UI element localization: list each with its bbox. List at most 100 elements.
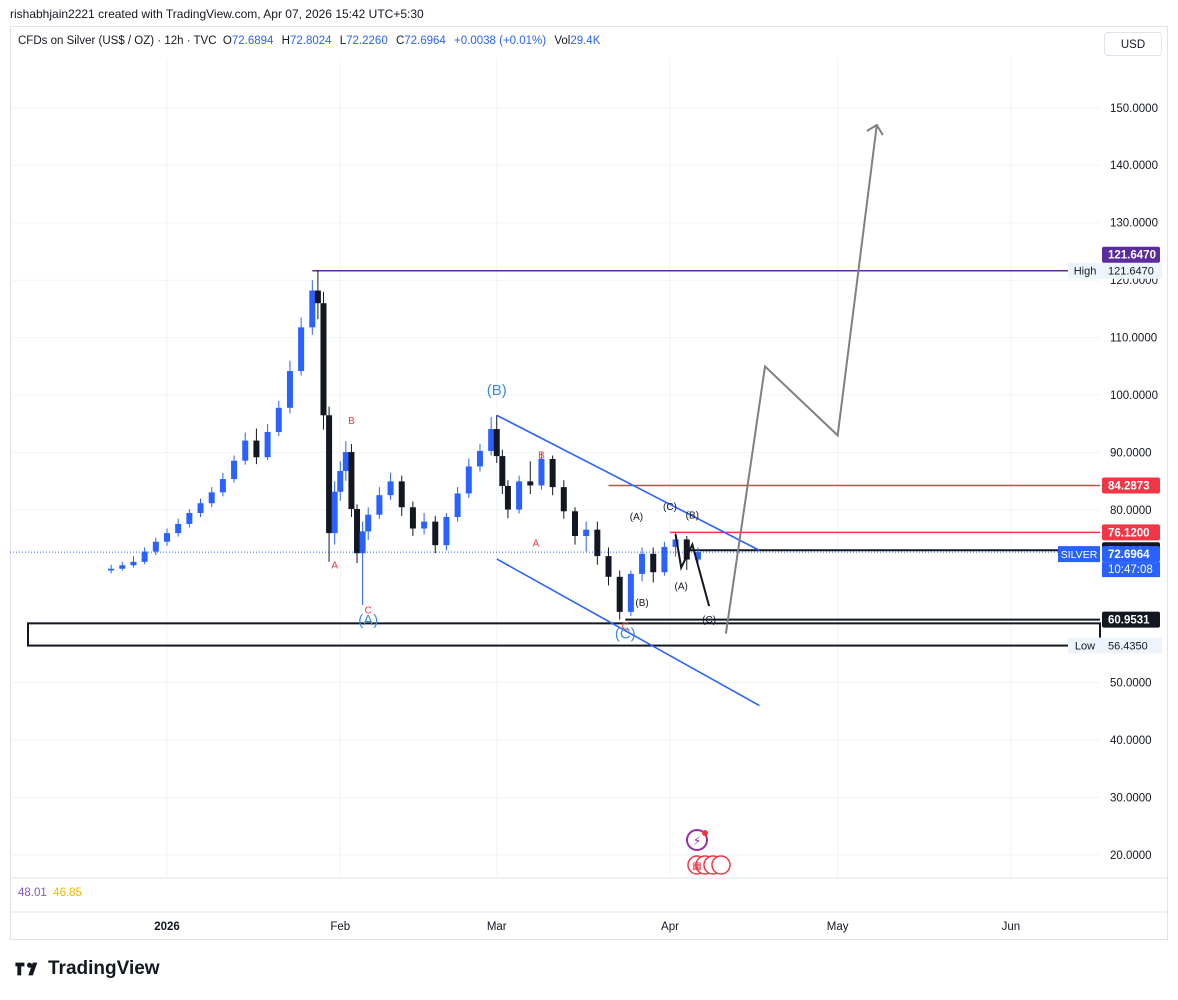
candle-body: [108, 568, 115, 571]
candle-body: [337, 471, 344, 492]
wave-label: B: [348, 416, 355, 427]
y-tick-label: 90.0000: [1110, 448, 1152, 460]
currency-button[interactable]: USD: [1104, 32, 1162, 56]
candle-body: [571, 511, 578, 536]
candle-body: [616, 576, 623, 612]
level-tag-bg: [1068, 637, 1102, 654]
wave-label: (A): [675, 581, 688, 592]
candle-body: [549, 458, 556, 488]
candle-body: [493, 429, 500, 457]
candle-body: [331, 491, 338, 534]
candle-body: [527, 481, 534, 486]
candle-body: [499, 456, 506, 486]
candle-body: [538, 458, 545, 486]
price-tag-bg: [1102, 611, 1160, 628]
event-dot-icon: [702, 830, 708, 836]
candle-body: [365, 514, 372, 532]
candle-body: [354, 508, 361, 554]
candle-body: [376, 495, 383, 515]
tradingview-footer: TradingView: [12, 958, 160, 980]
high-label: H: [281, 35, 290, 47]
candle-body: [583, 529, 590, 536]
level-tag-label: Low: [1075, 641, 1095, 653]
wave-label: C: [622, 622, 629, 633]
candle-body: [164, 533, 170, 542]
y-tick-label: 130.0000: [1110, 218, 1158, 230]
price-tag-text: 60.9531: [1108, 615, 1150, 627]
price-tag-text: 121.6470: [1108, 250, 1156, 262]
y-tick-label: 100.0000: [1110, 390, 1158, 402]
candle-body: [639, 553, 646, 574]
symbol-tag-text: SILVER: [1061, 549, 1098, 561]
y-tick-label: 110.0000: [1110, 333, 1157, 345]
candle-body: [504, 485, 511, 510]
wave-label: A: [331, 561, 338, 572]
indicator-value-1: 48.01: [18, 887, 47, 899]
candle-body: [387, 481, 394, 496]
lightning-event-icon: [686, 829, 708, 851]
y-tick-label: 150.0000: [1110, 103, 1158, 115]
x-tick-label: Jun: [1002, 921, 1021, 933]
candle-body: [421, 521, 428, 529]
x-tick-label: May: [827, 921, 849, 933]
high-value: 72.8024: [289, 35, 332, 47]
candle-body: [298, 327, 305, 372]
candle-body: [465, 466, 472, 494]
price-tag-bg: [1102, 246, 1160, 263]
wave-label: B: [538, 450, 545, 461]
economic-event-icon: [711, 855, 731, 875]
y-tick-label: 30.0000: [1110, 793, 1152, 805]
close-value: 72.6964: [404, 35, 446, 47]
candle-body: [683, 539, 690, 560]
candle-body: [242, 440, 249, 461]
price-tag-bg: [1102, 524, 1160, 541]
candle-body: [605, 556, 612, 577]
candle-body: [454, 493, 461, 518]
channel-line: [496, 414, 760, 552]
x-tick-label: Mar: [487, 921, 507, 933]
candle-body: [253, 440, 260, 458]
x-tick-label: Apr: [661, 921, 679, 933]
x-tick-label: 2026: [154, 921, 180, 933]
y-tick-label: 40.0000: [1110, 735, 1152, 747]
price-tag-text: 76.1200: [1108, 527, 1150, 539]
channel-line: [496, 558, 760, 707]
projection-path: [724, 124, 878, 634]
candle-body: [309, 290, 316, 328]
y-tick-label: 140.0000: [1110, 160, 1158, 172]
candle-body: [476, 450, 483, 467]
price-tag-text: 84.2873: [1108, 480, 1150, 492]
candle-body: [409, 507, 416, 529]
tradingview-logo-icon: [15, 962, 38, 976]
candle-body: [320, 303, 327, 416]
candle-body: [348, 452, 355, 509]
chart-frame: [10, 26, 1168, 940]
countdown-bg: [1102, 562, 1160, 578]
symbol-name[interactable]: CFDs on Silver (US$ / OZ) · 12h · TVC: [18, 35, 217, 47]
change-value: +0.0038 (+0.01%): [454, 35, 547, 47]
candle-body: [264, 431, 271, 458]
tradingview-brand: TradingView: [48, 958, 160, 979]
wave-label: (A): [358, 612, 378, 629]
wave-label: (C): [702, 615, 716, 626]
candle-body: [175, 523, 182, 534]
candle-body: [398, 481, 405, 508]
support-zone-box: [27, 622, 1101, 647]
candle-body: [326, 415, 333, 534]
candle-body: [627, 573, 634, 612]
lightning-glyph-icon: ⚡: [693, 834, 701, 848]
wave-label: C: [365, 606, 372, 617]
symbol-legend: CFDs on Silver (US$ / OZ) · 12h · TVC O7…: [18, 35, 605, 47]
candle-body: [488, 429, 495, 451]
candle-body: [197, 503, 204, 513]
open-value: 72.6894: [231, 35, 274, 47]
candle-body: [119, 565, 126, 569]
level-value-text: 121.6470: [1108, 266, 1154, 278]
low-value: 72.2260: [346, 35, 388, 47]
candle-body: [359, 531, 366, 554]
candle-body: [219, 479, 226, 493]
candle-body: [443, 517, 450, 546]
wave-label: (B): [487, 382, 507, 399]
candle-body: [672, 539, 679, 547]
